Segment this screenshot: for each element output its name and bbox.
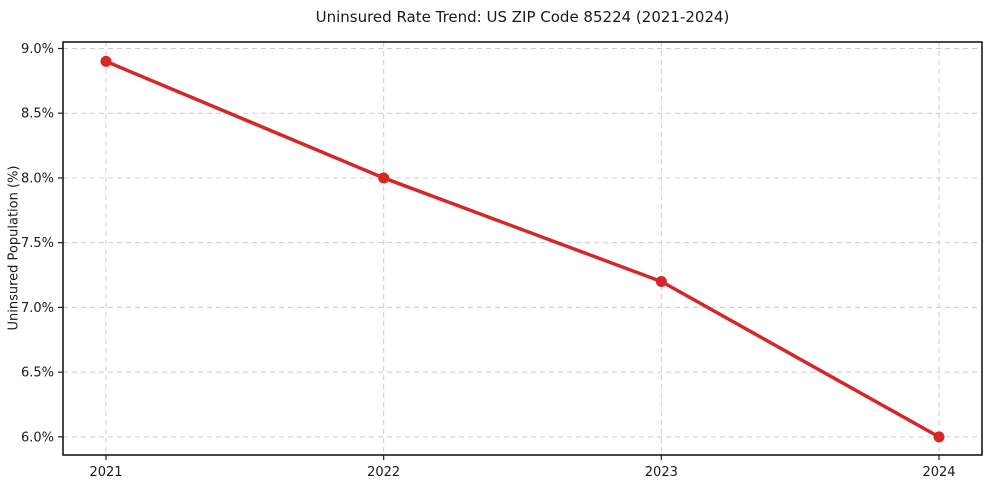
data-point-2023: [655, 276, 667, 288]
x-tick-label: 2024: [922, 465, 955, 480]
trend-line: [104, 59, 941, 439]
chart-title: Uninsured Rate Trend: US ZIP Code 85224 …: [315, 8, 730, 26]
y-tick-label: 6.0%: [21, 430, 54, 445]
plot-border: [62, 41, 983, 456]
data-point-2022: [378, 172, 390, 184]
y-tick-label: 9.0%: [21, 42, 54, 57]
data-point-2021: [100, 55, 112, 67]
x-tick-label: 2022: [367, 465, 400, 480]
y-tick-label: 7.5%: [21, 236, 54, 251]
y-tick-label: 7.0%: [21, 301, 54, 316]
y-tick-label: 6.5%: [21, 366, 54, 381]
y-tick-label: 8.0%: [21, 171, 54, 186]
x-tick-label: 2021: [89, 465, 122, 480]
x-tick-label: 2023: [645, 465, 678, 480]
y-tick-label: 8.5%: [21, 107, 54, 122]
data-point-2024: [933, 431, 945, 443]
